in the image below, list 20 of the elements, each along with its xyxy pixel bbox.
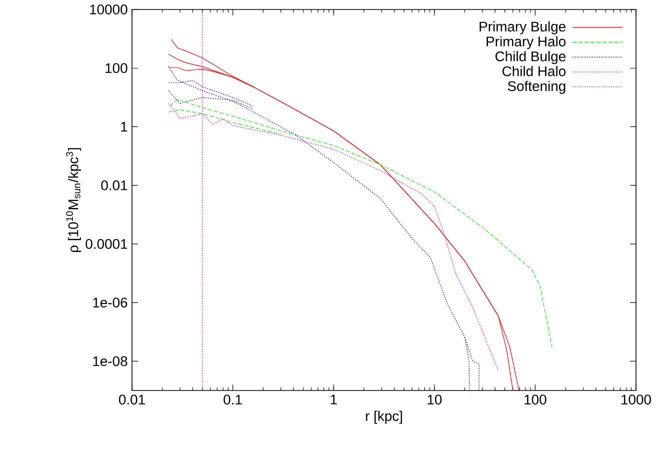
legend-label: Primary Bulge <box>480 21 566 34</box>
y-tick-label: 10000 <box>90 4 128 14</box>
legend-label: Child Halo <box>502 66 566 76</box>
y-tick-label: 1e-08 <box>93 356 128 366</box>
y-tick-label: 100 <box>106 63 128 74</box>
x-tick-label: 100 <box>524 394 546 405</box>
x-tick-label: 0.1 <box>224 394 242 405</box>
legend-label: Primary Halo <box>486 36 566 50</box>
y-tick-label: 0.0001 <box>86 239 128 249</box>
y-tick-label: 1e-06 <box>93 298 128 308</box>
y-tick-label: 0.01 <box>101 180 128 190</box>
y-tick-label: 1 <box>121 122 128 132</box>
x-tick-label: 1000 <box>622 394 651 405</box>
legend-label: Child Bulge <box>496 51 566 64</box>
x-tick-label: 0.01 <box>118 394 145 405</box>
legend-label: Softening <box>508 80 566 94</box>
x-axis-title: r [kpc] <box>366 410 402 424</box>
x-tick-label: 10 <box>428 394 442 405</box>
y-axis-title: ρ [10$^{10}$M$_{sun}$/kpc$^{3}$] <box>66 148 81 252</box>
x-tick-label: 1 <box>330 394 337 404</box>
